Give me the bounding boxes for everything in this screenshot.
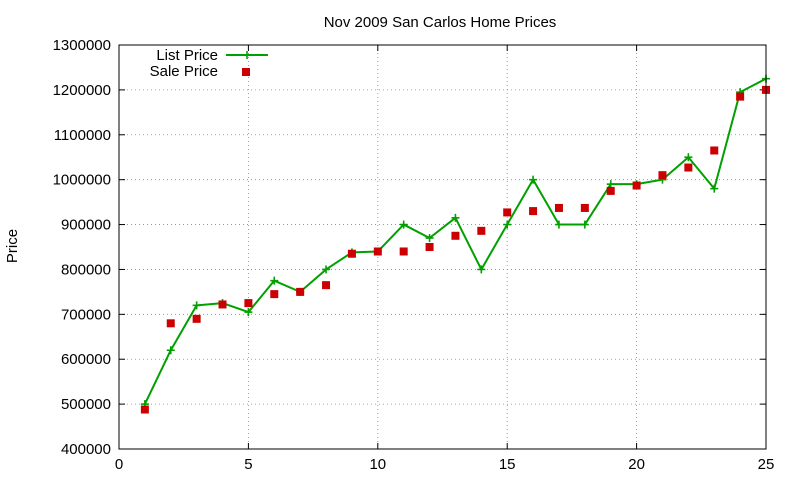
y-tick-label: 800000 (61, 261, 111, 278)
sale-price-point (529, 207, 538, 216)
x-tick-label: 10 (369, 456, 386, 473)
list-price-point (710, 184, 719, 193)
sale-price-point (684, 163, 693, 172)
list-price-point (606, 180, 615, 189)
sale-price-point (710, 146, 719, 155)
sale-price-point (373, 247, 382, 256)
x-tick-label: 5 (244, 456, 252, 473)
list-price-point (503, 220, 512, 229)
sale-price-point (192, 314, 201, 323)
sale-price-point (658, 171, 667, 180)
sale-price-point (140, 405, 149, 414)
sale-price-point (477, 226, 486, 235)
list-price-point (451, 213, 460, 222)
y-tick-label: 600000 (61, 351, 111, 368)
sale-price-point (270, 290, 279, 299)
sale-price-point (554, 203, 563, 212)
chart-title: Nov 2009 San Carlos Home Prices (324, 14, 557, 31)
sale-price-point (399, 247, 408, 256)
list-price-point (322, 265, 331, 274)
sale-price-point (296, 287, 305, 296)
legend-marker (243, 51, 251, 59)
sale-price-point (580, 203, 589, 212)
plot-frame (118, 44, 767, 450)
list-price-point (192, 301, 201, 310)
sale-price-point (244, 299, 253, 308)
sale-price-point (322, 281, 331, 290)
grid (119, 45, 766, 449)
x-tick-label: 0 (115, 456, 123, 473)
axis-ticks: 0 5 10 15 20 25 400000 500000 600000 700000 800000… (53, 37, 775, 473)
sale-price-point (632, 181, 641, 190)
y-tick-label: 700000 (61, 306, 111, 323)
legend-label: Sale Price (150, 63, 218, 80)
sale-price-point (425, 243, 434, 251)
sale-price-point (606, 186, 615, 195)
list-price-point (554, 220, 563, 229)
y-tick-label: 900000 (61, 217, 111, 234)
sale-price-point (218, 300, 227, 309)
y-tick-label: 1000000 (53, 172, 111, 189)
list-price-point (580, 220, 589, 229)
list-price-point (399, 220, 408, 229)
list-price-point (529, 175, 538, 184)
list-price-point (166, 346, 175, 355)
y-tick-label: 500000 (61, 396, 111, 413)
sale-price-point (166, 319, 175, 328)
sale-price-point (451, 231, 460, 240)
list-price-point (244, 308, 253, 317)
list-price-point (270, 276, 279, 285)
sale-price-point (503, 208, 512, 217)
list-price-line (143, 77, 767, 405)
sale-price-point (736, 92, 745, 101)
list-price-point (477, 265, 486, 274)
x-tick-label: 15 (499, 456, 516, 473)
x-tick-label: 25 (758, 456, 775, 473)
list-price-point (425, 234, 434, 243)
legend-marker (242, 68, 250, 76)
x-tick-label: 20 (628, 456, 645, 473)
legend-label: List Price (156, 47, 218, 64)
y-tick-label: 1300000 (53, 37, 111, 54)
y-tick-label: 1100000 (54, 127, 111, 144)
y-tick-label: 1200000 (53, 82, 111, 99)
y-tick-label: 400000 (61, 441, 111, 458)
y-axis-label: Price (4, 229, 21, 263)
data-layer (140, 74, 770, 414)
list-price-point (684, 153, 693, 162)
sale-price-point (347, 249, 356, 258)
